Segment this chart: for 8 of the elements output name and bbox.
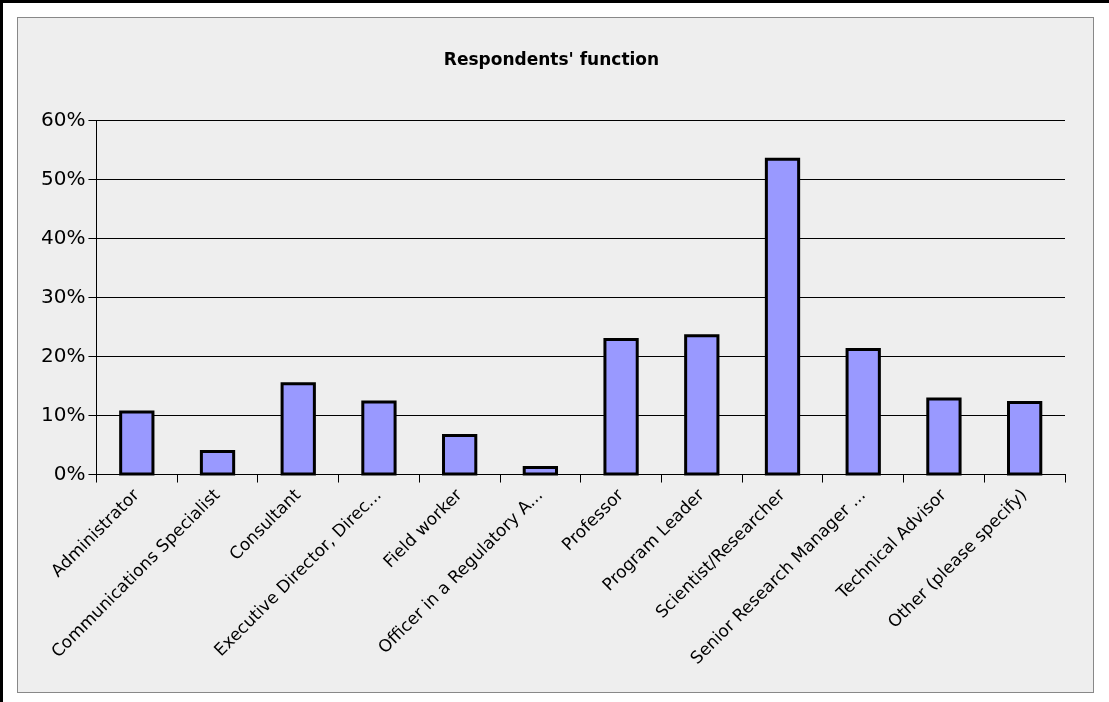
y-tick-label: 30%	[41, 283, 86, 308]
y-tick-label: 60%	[41, 106, 86, 131]
y-tick-label: 0%	[53, 460, 86, 485]
y-tick-label: 20%	[41, 342, 86, 367]
y-tick-label: 40%	[41, 224, 86, 249]
y-tick-label: 10%	[41, 401, 86, 426]
y-tick-label: 50%	[41, 165, 86, 190]
chart-title: Respondents' function	[443, 48, 660, 69]
